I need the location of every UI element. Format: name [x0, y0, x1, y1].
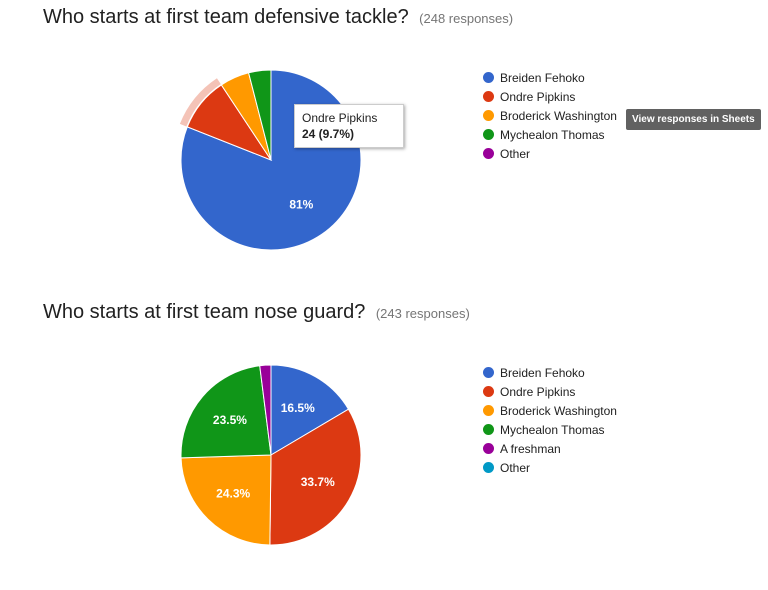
- legend-item[interactable]: Other: [483, 458, 617, 477]
- pie-chart-defensive-tackle[interactable]: 81%: [179, 69, 362, 251]
- legend-label: Mychealon Thomas: [500, 422, 605, 437]
- legend-nose-guard: Breiden Fehoko Ondre Pipkins Broderick Was…: [483, 363, 617, 477]
- legend-item[interactable]: Ondre Pipkins: [483, 382, 617, 401]
- pie-slice-a-freshman[interactable]: [259, 364, 272, 456]
- slice-label: 24.3%: [216, 487, 250, 501]
- legend-label: Other: [500, 460, 531, 475]
- legend-label: Mychealon Thomas: [500, 127, 605, 142]
- legend-swatch: [483, 405, 494, 416]
- slice-label: 33.7%: [301, 475, 335, 489]
- slice-tooltip: Ondre Pipkins 24 (9.7%): [294, 104, 404, 148]
- legend-item[interactable]: Mychealon Thomas: [483, 125, 617, 144]
- legend-label: Other: [500, 146, 531, 161]
- pie-chart-nose-guard[interactable]: 16.5% 33.7% 24.3% 23.5%: [180, 364, 362, 546]
- legend-swatch: [483, 443, 494, 454]
- view-responses-in-sheets-button[interactable]: View responses in Sheets: [626, 109, 761, 130]
- pie-slice-mychealon-thomas[interactable]: [180, 365, 272, 459]
- slice-label: 16.5%: [281, 401, 315, 415]
- legend-item[interactable]: A freshman: [483, 439, 617, 458]
- legend-item[interactable]: Mychealon Thomas: [483, 420, 617, 439]
- pie-slice-ondre-pipkins[interactable]: [269, 408, 362, 546]
- legend-defensive-tackle: Breiden Fehoko Ondre Pipkins Broderick Was…: [483, 68, 617, 163]
- legend-swatch: [483, 462, 494, 473]
- legend-item[interactable]: Breiden Fehoko: [483, 363, 617, 382]
- legend-swatch: [483, 386, 494, 397]
- legend-swatch: [483, 424, 494, 435]
- legend-label: Ondre Pipkins: [500, 384, 576, 399]
- legend-swatch: [483, 91, 494, 102]
- legend-swatch: [483, 367, 494, 378]
- legend-label: Broderick Washington: [500, 403, 617, 418]
- tooltip-value: 24 (9.7%): [302, 127, 355, 141]
- legend-label: Broderick Washington: [500, 108, 617, 123]
- question-defensive-tackle: Who starts at first team defensive tackl…: [43, 6, 743, 29]
- slice-label: 23.5%: [213, 413, 247, 427]
- legend-swatch: [483, 148, 494, 159]
- legend-item[interactable]: Other: [483, 144, 617, 163]
- pie-slice-mychealon-thomas[interactable]: [248, 69, 272, 161]
- legend-item[interactable]: Broderick Washington: [483, 106, 617, 125]
- legend-label: Ondre Pipkins: [500, 89, 576, 104]
- legend-swatch: [483, 110, 494, 121]
- question-title: Who starts at first team defensive tackl…: [43, 6, 409, 28]
- pie-slice-broderick-washington[interactable]: [180, 454, 272, 546]
- legend-label: Breiden Fehoko: [500, 365, 585, 380]
- legend-label: Breiden Fehoko: [500, 70, 585, 85]
- slice-label: 81%: [289, 198, 313, 212]
- response-count: (248 responses): [419, 11, 514, 26]
- pie-slice-breiden-fehoko[interactable]: [270, 364, 350, 456]
- tooltip-label: Ondre Pipkins: [302, 111, 378, 125]
- legend-item[interactable]: Breiden Fehoko: [483, 68, 617, 87]
- legend-swatch: [483, 72, 494, 83]
- legend-swatch: [483, 129, 494, 140]
- legend-item[interactable]: Ondre Pipkins: [483, 87, 617, 106]
- response-count: (243 responses): [375, 306, 470, 321]
- question-nose-guard: Who starts at first team nose guard? (24…: [43, 301, 743, 324]
- legend-item[interactable]: Broderick Washington: [483, 401, 617, 420]
- pie-slice-highlight: [179, 78, 221, 127]
- legend-label: A freshman: [500, 441, 561, 456]
- question-title: Who starts at first team nose guard?: [43, 301, 366, 323]
